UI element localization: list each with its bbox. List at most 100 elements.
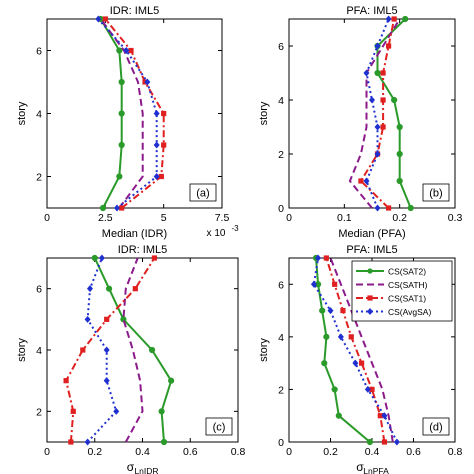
data-point: [123, 47, 130, 54]
data-point: [381, 439, 388, 445]
legend-label: CS(SATH): [388, 280, 428, 290]
legend-label: CS(SAT2): [388, 267, 426, 277]
panel-label-box: [205, 417, 233, 436]
x-tick-label: 0.2: [392, 212, 407, 224]
y-tick-label: 2: [36, 406, 42, 418]
x-tick-label: 0.2: [87, 446, 102, 458]
data-point: [151, 255, 158, 261]
data-point: [144, 78, 151, 86]
data-point: [374, 204, 381, 212]
data-point: [369, 386, 375, 393]
panel-label: (a): [196, 188, 209, 200]
data-point: [396, 177, 403, 185]
y-axis-label: story: [258, 101, 270, 125]
data-point: [160, 438, 168, 446]
data-point: [374, 69, 381, 77]
series-line: [99, 18, 123, 209]
data-point: [116, 47, 123, 54]
data-point: [118, 141, 125, 149]
data-point: [407, 204, 414, 212]
chart-title: IDR: IML5: [110, 5, 160, 17]
data-point: [359, 360, 365, 366]
data-point: [153, 173, 160, 180]
data-point: [321, 360, 328, 367]
series-line: [86, 257, 118, 443]
y-tick-label: 4: [36, 345, 42, 357]
series-line: [325, 257, 386, 443]
data-point: [364, 385, 371, 393]
data-point: [374, 42, 381, 50]
legend-marker: [367, 268, 373, 274]
x-axis-label: Median (PFA): [338, 228, 405, 240]
x-tick-label: 0.2: [323, 446, 338, 458]
x-tick-label: 0.4: [365, 446, 380, 458]
data-point: [158, 408, 165, 415]
data-point: [332, 281, 338, 287]
data-point: [327, 307, 334, 315]
x-axis-label: σ: [356, 460, 364, 474]
series-cssat1: [63, 255, 158, 445]
x-tick-label: 7.5: [215, 212, 230, 224]
y-tick-label: 0: [278, 437, 284, 449]
y-tick-label: 6: [278, 279, 284, 291]
data-point: [153, 110, 160, 117]
series-cssath: [122, 257, 144, 443]
data-point: [168, 377, 175, 384]
series-cssat1: [323, 255, 388, 445]
chart-title: IDR: IML5: [118, 244, 168, 256]
data-point: [348, 334, 354, 340]
data-point: [402, 15, 409, 23]
data-point: [95, 15, 102, 23]
legend-label: CS(AvgSA): [388, 307, 431, 317]
y-tick-label: 4: [36, 109, 42, 121]
data-point: [161, 110, 167, 117]
series-csavgsa: [310, 254, 400, 446]
chart-title: PFA: IML5: [346, 5, 397, 17]
series-cssat2: [97, 15, 125, 212]
data-point: [391, 96, 398, 104]
data-point: [63, 378, 69, 384]
data-point: [103, 377, 110, 385]
data-point: [380, 124, 386, 130]
data-point: [68, 439, 74, 445]
data-point: [86, 285, 93, 293]
y-tick-label: 6: [36, 284, 42, 296]
data-point: [102, 16, 108, 22]
data-point: [363, 177, 370, 185]
data-point: [91, 254, 98, 262]
legend: CS(SAT2) CS(SATH) CS(SAT1) CS(AvgSA): [351, 260, 453, 322]
x-axis-label: σ: [127, 460, 135, 474]
data-point: [105, 285, 113, 292]
x-axis-label-subscript: LnPFA: [363, 466, 389, 474]
x-multiplier-exponent: -3: [231, 224, 239, 233]
series-csavgsa: [84, 254, 120, 446]
y-tick-label: 4: [278, 95, 284, 107]
series-cssath: [348, 18, 401, 209]
series-cssat2: [374, 15, 414, 212]
x-tick-label: 0.6: [406, 446, 421, 458]
x-tick-label: 0: [286, 212, 292, 224]
panel-label-box: [189, 183, 217, 202]
data-point: [315, 254, 322, 262]
data-point: [84, 438, 91, 446]
x-axis-label: Median (IDR): [102, 228, 167, 240]
data-point: [80, 347, 86, 353]
series-line: [97, 18, 158, 209]
data-point: [116, 173, 123, 180]
panel-label: (c): [213, 422, 226, 434]
data-point: [323, 255, 329, 261]
x-tick-label: 0.8: [448, 446, 463, 458]
series-line: [359, 18, 396, 209]
data-point: [337, 333, 344, 341]
x-tick-label: 0.8: [231, 446, 246, 458]
panel-3: 0 0.2 0.4 0.6 0.8 2 4 6 IDR: IML5 story σ LnIDR (c): [16, 244, 245, 474]
series-line: [376, 18, 412, 209]
legend-marker: [367, 308, 373, 315]
panel-1: 0 2.5 5 7.5 2 4 6 IDR: IML5 story Median (IDR) x 1…: [16, 5, 239, 240]
data-point: [363, 69, 370, 77]
data-point: [377, 413, 383, 419]
y-axis-label: story: [16, 338, 28, 362]
data-point: [381, 412, 388, 420]
y-tick-label: 2: [278, 384, 284, 396]
data-point: [385, 15, 392, 23]
